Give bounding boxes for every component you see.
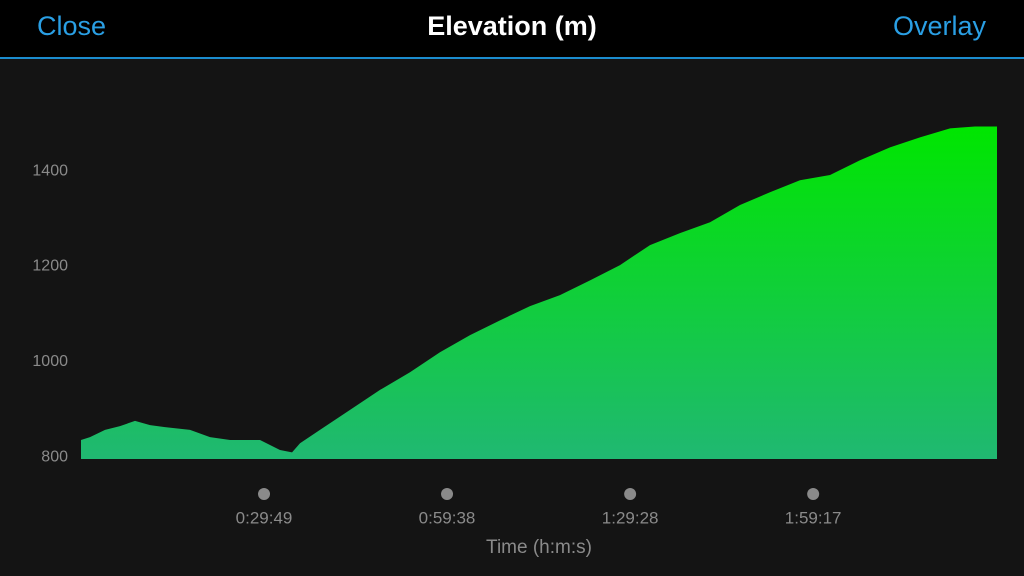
- x-axis-title: Time (h:m:s): [486, 537, 592, 558]
- x-tick-dot: [624, 488, 637, 500]
- y-tick-label: 1400: [32, 162, 68, 179]
- close-button[interactable]: Close: [37, 11, 106, 41]
- header-bar: [0, 0, 1024, 58]
- chart-title: Elevation (m): [427, 11, 597, 41]
- x-tick-dot: [441, 488, 454, 500]
- header-divider: [0, 57, 1024, 59]
- y-tick-label: 800: [41, 448, 68, 465]
- x-tick-dot: [807, 488, 820, 500]
- x-tick-dot: [258, 488, 271, 500]
- elevation-area: [81, 126, 997, 460]
- overlay-button[interactable]: Overlay: [893, 11, 987, 41]
- y-tick-label: 1000: [32, 353, 68, 370]
- y-tick-label: 1200: [32, 258, 68, 275]
- x-tick-label: 1:29:28: [602, 508, 659, 527]
- x-tick-label: 0:29:49: [236, 508, 293, 527]
- x-tick-label: 0:59:38: [419, 508, 476, 527]
- x-tick-label: 1:59:17: [785, 508, 842, 527]
